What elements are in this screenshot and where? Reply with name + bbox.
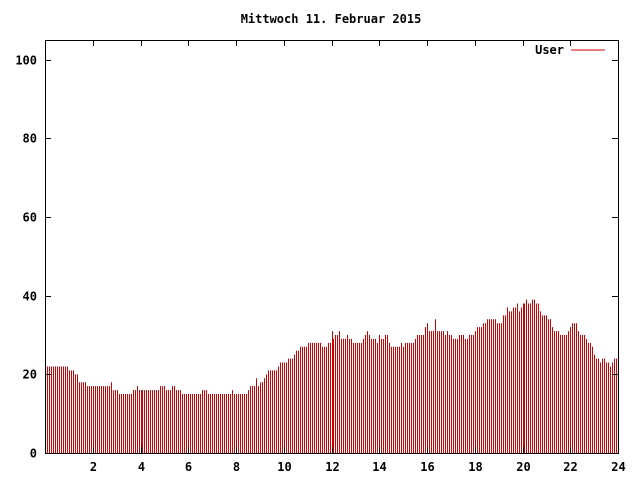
x-tick-label: 22	[563, 460, 577, 474]
x-tick-label: 2	[90, 460, 97, 474]
x-tick-label: 12	[325, 460, 339, 474]
y-tick-label: 80	[23, 132, 37, 146]
y-tick-label: 20	[23, 368, 37, 382]
y-tick-label: 40	[23, 290, 37, 304]
x-tick-label: 16	[420, 460, 434, 474]
x-tick-label: 24	[611, 460, 625, 474]
x-tick-label: 18	[468, 460, 482, 474]
y-tick-label: 0	[30, 447, 37, 461]
x-tick-label: 14	[372, 460, 386, 474]
y-tick-label: 100	[15, 54, 37, 68]
chart-title: Mittwoch 11. Februar 2015	[241, 12, 422, 26]
x-tick-label: 4	[138, 460, 145, 474]
x-tick-label: 10	[277, 460, 291, 474]
legend: User	[535, 43, 605, 57]
x-tick-label: 8	[233, 460, 240, 474]
x-tick-label: 6	[185, 460, 192, 474]
legend-label-user: User	[535, 43, 564, 57]
series-user-bars	[45, 299, 617, 453]
x-tick-label: 20	[516, 460, 530, 474]
y-tick-label: 60	[23, 211, 37, 225]
